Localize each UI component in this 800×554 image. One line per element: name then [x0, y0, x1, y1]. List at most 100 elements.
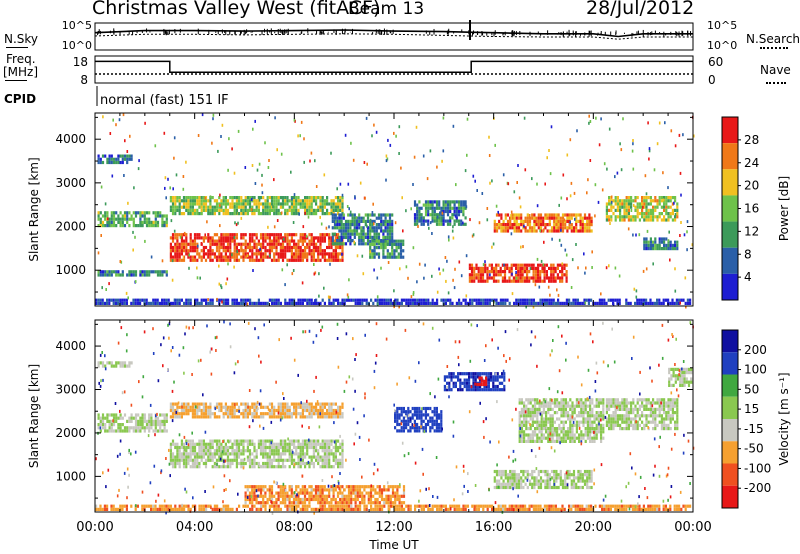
data-cell	[554, 279, 557, 283]
data-cell	[207, 255, 210, 259]
data-cell	[623, 215, 626, 219]
data-cell	[193, 445, 197, 450]
data-cell	[220, 245, 223, 250]
data-speckle	[405, 209, 407, 213]
data-cell	[440, 419, 443, 423]
data-cell	[405, 298, 408, 302]
data-cell	[246, 212, 249, 216]
data-speckle	[220, 284, 222, 288]
data-cell	[299, 449, 302, 453]
data-cell	[612, 298, 615, 302]
data-cell	[297, 252, 300, 256]
data-cell	[226, 212, 230, 216]
data-cell	[539, 229, 543, 233]
data-cell	[176, 449, 179, 453]
data-cell	[255, 236, 258, 240]
data-cell	[566, 213, 569, 217]
data-cell	[180, 452, 183, 456]
data-cell	[395, 249, 398, 253]
data-cell	[393, 255, 396, 259]
data-cell	[375, 242, 378, 246]
data-cell	[268, 205, 271, 209]
data-cell	[317, 208, 320, 212]
data-cell	[590, 216, 593, 220]
data-cell	[356, 491, 359, 495]
data-cell	[384, 255, 387, 259]
data-cell	[663, 243, 666, 247]
data-cell	[372, 494, 375, 498]
data-cell	[189, 205, 192, 209]
data-cell	[319, 242, 322, 246]
data-cell	[251, 488, 254, 492]
data-speckle	[569, 220, 571, 224]
data-cell	[169, 208, 172, 212]
data-cell	[244, 408, 247, 413]
data-cell	[564, 213, 567, 217]
data-cell	[506, 266, 509, 270]
data-cell	[134, 270, 138, 274]
data-speckle	[235, 223, 238, 227]
data-cell	[121, 154, 124, 158]
data-cell	[326, 202, 329, 206]
data-cell	[331, 232, 334, 236]
data-cell	[220, 199, 223, 203]
data-cell	[544, 213, 547, 217]
data-cell	[154, 419, 157, 423]
data-cell	[519, 266, 522, 270]
data-cell	[464, 216, 467, 220]
data-cell	[171, 439, 175, 443]
data-cell	[321, 488, 324, 492]
data-cell	[306, 405, 309, 409]
data-cell	[233, 442, 236, 446]
data-cell	[334, 202, 337, 206]
data-cell	[490, 266, 493, 270]
data-cell	[290, 199, 293, 203]
data-speckle	[290, 170, 292, 174]
data-cell	[360, 219, 363, 223]
data-cell	[341, 445, 344, 450]
data-cell	[207, 236, 210, 240]
data-cell	[209, 242, 212, 246]
data-cell	[402, 426, 405, 430]
data-cell	[471, 301, 474, 305]
data-speckle	[251, 164, 254, 167]
data-cell	[545, 270, 548, 274]
data-cell	[457, 375, 460, 379]
data-cell	[218, 205, 221, 209]
data-cell	[568, 216, 571, 220]
data-cell	[240, 199, 243, 203]
data-speckle	[118, 118, 121, 122]
data-cell	[443, 384, 446, 389]
data-cell	[121, 361, 124, 365]
data-cell	[174, 465, 177, 469]
data-cell	[446, 209, 450, 214]
data-cell	[259, 501, 263, 505]
data-cell	[479, 279, 482, 283]
data-cell	[506, 229, 510, 233]
data-cell	[215, 405, 219, 409]
data-cell	[616, 208, 619, 212]
data-cell	[452, 372, 455, 376]
data-cell	[293, 212, 296, 216]
data-cell	[106, 361, 109, 365]
data-cell	[541, 301, 544, 305]
data-cell	[171, 202, 175, 206]
data-cell	[328, 491, 331, 495]
data-cell	[539, 226, 543, 230]
data-cell	[632, 215, 635, 219]
data-speckle	[197, 244, 199, 248]
data-cell	[332, 445, 335, 450]
data-speckle	[273, 178, 275, 182]
data-cell	[218, 405, 221, 409]
data-cell	[128, 217, 131, 221]
data-speckle	[137, 167, 140, 171]
data-cell	[315, 405, 318, 409]
data-cell	[286, 236, 289, 240]
data-cell	[169, 415, 172, 419]
data-cell	[341, 452, 344, 456]
data-cell	[321, 501, 324, 505]
data-cell	[161, 220, 164, 224]
data-cell	[334, 458, 337, 462]
data-speckle	[309, 159, 311, 163]
data-cell	[652, 212, 655, 216]
